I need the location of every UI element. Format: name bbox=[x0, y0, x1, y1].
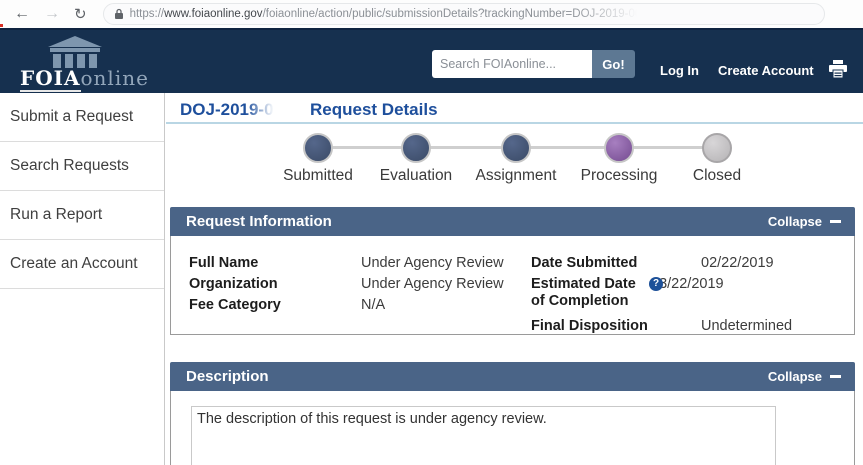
step-label: Processing bbox=[580, 167, 658, 184]
step-submitted: Submitted bbox=[268, 133, 368, 185]
step-label: Submitted bbox=[283, 167, 353, 184]
panel-title: Description bbox=[186, 368, 269, 385]
field-value: Undetermined bbox=[701, 318, 793, 334]
fields-right-column: Date Submitted 02/22/2019 Estimated Date… bbox=[531, 253, 851, 337]
reload-icon[interactable]: ↻ bbox=[74, 5, 87, 23]
search-go-button[interactable]: Go! bbox=[592, 50, 635, 78]
heading-divider bbox=[166, 122, 863, 124]
url-text: https://www.foiaonline.gov/foiaonline/ac… bbox=[129, 8, 642, 20]
site-header: FOIAonline Go! Log In Create Account bbox=[0, 28, 863, 93]
panel-title: Request Information bbox=[186, 213, 332, 230]
collapse-label: Collapse bbox=[767, 369, 822, 384]
field-value: N/A bbox=[361, 297, 386, 313]
field-label: Organization bbox=[189, 276, 278, 292]
collapse-label: Collapse bbox=[767, 214, 822, 229]
sidebar-item-search-requests[interactable]: Search Requests bbox=[0, 142, 164, 191]
field-value: 03/22/2019 bbox=[651, 276, 724, 292]
field-label: Fee Category bbox=[189, 297, 281, 313]
edge-marker bbox=[0, 24, 3, 27]
tracking-number: DOJ-2019-0 bbox=[180, 100, 274, 119]
step-label: Evaluation bbox=[379, 167, 453, 184]
forward-icon[interactable]: → bbox=[44, 5, 60, 22]
field-label: Full Name bbox=[189, 255, 259, 271]
step-circle-evaluation bbox=[401, 133, 431, 163]
create-account-link[interactable]: Create Account bbox=[718, 63, 814, 78]
step-label: Assignment bbox=[475, 167, 557, 184]
field-label: Final Disposition bbox=[531, 318, 648, 334]
foiaonline-logo[interactable]: FOIAonline bbox=[20, 36, 149, 92]
description-body: The description of this request is under… bbox=[170, 391, 855, 465]
login-link[interactable]: Log In bbox=[660, 63, 699, 78]
sidebar-item-run-report[interactable]: Run a Report bbox=[0, 191, 164, 240]
step-circle-submitted bbox=[303, 133, 333, 163]
field-estimated-date: Estimated Date of Completion ? 03/22/201… bbox=[531, 274, 851, 316]
step-label: Closed bbox=[692, 167, 742, 184]
minus-icon bbox=[830, 220, 841, 223]
header-search: Go! bbox=[432, 50, 635, 78]
step-assignment: Assignment bbox=[466, 133, 566, 185]
step-closed: Closed bbox=[667, 133, 767, 185]
sidebar-nav: Submit a Request Search Requests Run a R… bbox=[0, 93, 165, 465]
address-bar[interactable]: https://www.foiaonline.gov/foiaonline/ac… bbox=[102, 3, 825, 25]
collapse-control[interactable]: Collapse bbox=[768, 214, 841, 229]
field-label: Date Submitted bbox=[531, 255, 638, 271]
browser-toolbar: ← → ↻ https://www.foiaonline.gov/foiaonl… bbox=[0, 0, 863, 28]
field-date-submitted: Date Submitted 02/22/2019 bbox=[531, 253, 851, 274]
step-circle-processing bbox=[604, 133, 634, 163]
sidebar-item-submit-request[interactable]: Submit a Request bbox=[0, 93, 164, 142]
field-final-disposition: Final Disposition Undetermined bbox=[531, 316, 851, 337]
logo-text: FOIAonline bbox=[20, 66, 149, 92]
fields-left-column: Full Name Under Agency Review Organizati… bbox=[189, 253, 519, 316]
description-textarea[interactable]: The description of this request is under… bbox=[191, 406, 776, 465]
sidebar-item-create-account[interactable]: Create an Account bbox=[0, 240, 164, 289]
field-value: Under Agency Review bbox=[361, 276, 504, 292]
back-icon[interactable]: ← bbox=[14, 5, 30, 22]
step-circle-assignment bbox=[501, 133, 531, 163]
lock-icon bbox=[114, 8, 123, 19]
description-header: Description Collapse bbox=[170, 362, 855, 391]
field-organization: Organization Under Agency Review bbox=[189, 274, 519, 295]
step-processing: Processing bbox=[569, 133, 669, 185]
field-fee-category: Fee Category N/A bbox=[189, 295, 519, 316]
page-title: Request Details bbox=[310, 100, 438, 119]
minus-icon bbox=[830, 375, 841, 378]
search-input[interactable] bbox=[432, 50, 592, 78]
field-value: 02/22/2019 bbox=[701, 255, 774, 271]
courthouse-icon bbox=[48, 36, 102, 68]
request-information-header: Request Information Collapse bbox=[170, 207, 855, 236]
print-icon[interactable] bbox=[828, 60, 848, 83]
field-value: Under Agency Review bbox=[361, 255, 504, 271]
help-icon[interactable]: ? bbox=[649, 277, 663, 291]
step-evaluation: Evaluation bbox=[366, 133, 466, 185]
collapse-control[interactable]: Collapse bbox=[768, 369, 841, 384]
field-label: Estimated Date of Completion bbox=[531, 276, 636, 309]
step-circle-closed bbox=[702, 133, 732, 163]
field-full-name: Full Name Under Agency Review bbox=[189, 253, 519, 274]
request-information-body: Full Name Under Agency Review Organizati… bbox=[170, 236, 855, 335]
